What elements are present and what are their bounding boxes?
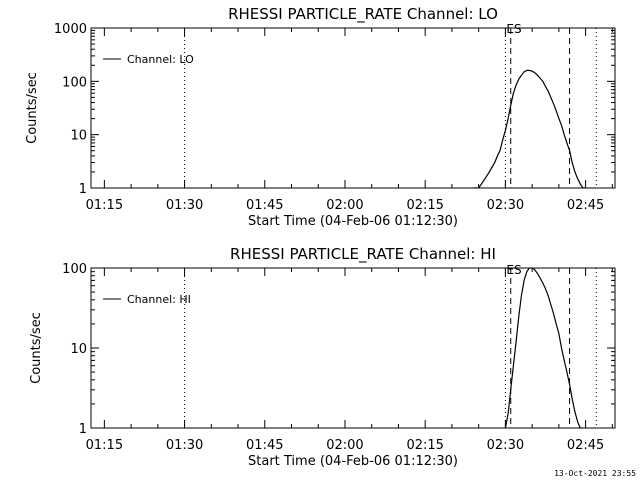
plot-frame bbox=[90, 267, 616, 429]
x-tick-label: 02:30 bbox=[487, 438, 524, 453]
y-tick-label: 1 bbox=[79, 422, 87, 437]
y-tick-label: 100 bbox=[62, 75, 87, 90]
chart-title: RHESSI PARTICLE_RATE Channel: HI bbox=[230, 245, 496, 264]
x-tick-label: 01:30 bbox=[166, 438, 203, 453]
x-tick-label: 01:30 bbox=[166, 198, 203, 213]
es-annotation: ES bbox=[506, 263, 521, 277]
es-annotation: ES bbox=[506, 22, 521, 36]
plot-frame bbox=[90, 27, 616, 189]
footer-timestamp: 13-Oct-2021 23:55 bbox=[554, 469, 636, 478]
x-tick-label: 01:45 bbox=[246, 198, 283, 213]
legend-entry: Channel: LO bbox=[127, 53, 194, 66]
x-axis-label: Start Time (04-Feb-06 01:12:30) bbox=[248, 454, 458, 469]
x-tick-label: 02:00 bbox=[326, 438, 363, 453]
legend-entry: Channel: HI bbox=[127, 293, 191, 306]
series-line bbox=[473, 69, 586, 188]
chart-title: RHESSI PARTICLE_RATE Channel: LO bbox=[228, 5, 498, 24]
chart-panel-1: RHESSI PARTICLE_RATE Channel: LO 01:15 01:… bbox=[25, 5, 616, 229]
y-tick-label: 1 bbox=[79, 182, 87, 197]
x-tick-label: 02:15 bbox=[406, 198, 443, 213]
y-tick-label: 10 bbox=[70, 129, 87, 144]
x-axis-label: Start Time (04-Feb-06 01:12:30) bbox=[248, 214, 458, 229]
x-tick-label: 02:45 bbox=[567, 198, 604, 213]
y-axis-label: Counts/sec bbox=[29, 312, 44, 384]
y-tick-label: 1000 bbox=[54, 22, 87, 37]
chart-panel-2: RHESSI PARTICLE_RATE Channel: HI 01:15 01:… bbox=[29, 245, 616, 469]
y-axis-label: Counts/sec bbox=[25, 72, 40, 144]
x-tick-label: 02:30 bbox=[487, 198, 524, 213]
x-tick-label: 01:15 bbox=[86, 198, 123, 213]
x-tick-label: 02:15 bbox=[406, 438, 443, 453]
y-tick-label: 10 bbox=[70, 342, 87, 357]
x-tick-label: 01:15 bbox=[86, 438, 123, 453]
x-tick-label: 02:00 bbox=[326, 198, 363, 213]
x-tick-label: 01:45 bbox=[246, 438, 283, 453]
series-line bbox=[504, 268, 583, 428]
y-tick-label: 100 bbox=[62, 262, 87, 277]
x-tick-label: 02:45 bbox=[567, 438, 604, 453]
